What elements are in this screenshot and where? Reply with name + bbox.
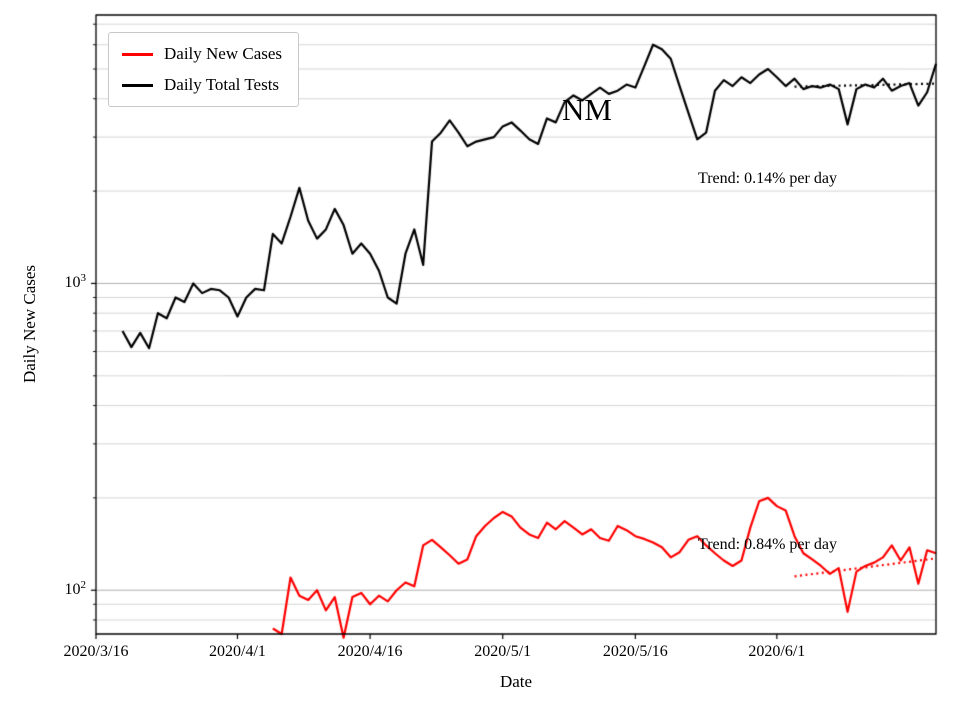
y-tick-label: 103 [64,272,87,292]
legend-line-red [122,52,153,56]
legend-item-daily-new-cases: Daily New Cases [122,44,282,64]
legend-line-black [122,83,153,87]
trend-annotation-tests: Trend: 0.14% per day [698,170,837,187]
x-tick-label: 2020/5/1 [474,643,532,660]
legend: Daily New Cases Daily Total Tests [108,32,300,107]
x-axis-label: Date [499,672,533,691]
y-tick-label: 102 [64,579,87,599]
x-tick-label: 2020/4/1 [209,643,266,660]
trend-annotation-cases: Trend: 0.84% per day [698,536,837,553]
legend-item-daily-total-tests: Daily Total Tests [122,75,282,95]
legend-label-daily-total-tests: Daily Total Tests [164,75,280,94]
x-tick-label: 2020/6/1 [748,643,806,660]
x-tick-label: 2020/5/16 [602,643,668,660]
x-tick-label: 2020/3/16 [63,643,129,660]
y-axis-label: Daily New Cases [20,264,39,384]
state-annotation: NM [562,92,612,127]
legend-label-daily-new-cases: Daily New Cases [164,44,283,63]
x-tick-label: 2020/4/16 [337,643,403,660]
